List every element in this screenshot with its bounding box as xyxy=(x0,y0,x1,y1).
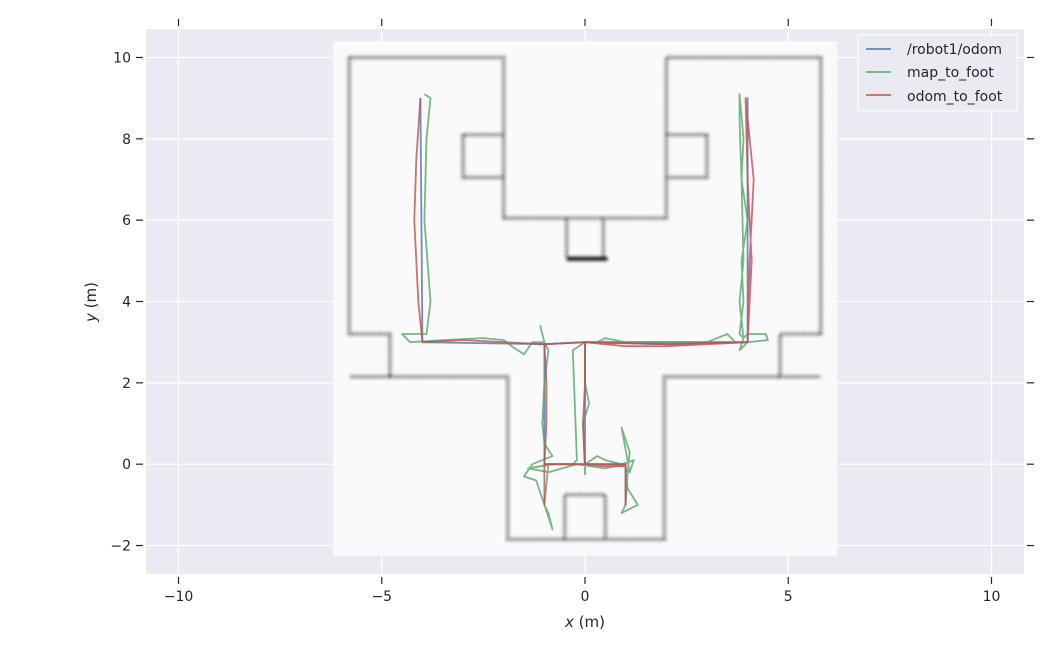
map-wall xyxy=(461,132,504,180)
y-axis-label-var: y xyxy=(82,312,100,323)
y-tick-label: 8 xyxy=(122,132,131,148)
y-axis-label-unit: (m) xyxy=(82,282,100,313)
series-line-map-to-foot xyxy=(401,93,769,531)
x-tick-label: −10 xyxy=(164,589,194,605)
x-tick-label: 0 xyxy=(581,589,590,605)
x-axis-label-var: x xyxy=(564,613,574,631)
map-wall xyxy=(666,132,709,180)
occupancy-map xyxy=(332,41,838,556)
y-axis-label: y (m) xyxy=(82,282,100,323)
legend-label-robot1-odom: /robot1/odom xyxy=(907,42,1002,58)
legend: /robot1/odom map_to_foot odom_to_foot xyxy=(857,34,1018,112)
tick-labels: −10 −5 0 5 10 −2 0 2 4 6 8 10 xyxy=(110,50,1000,605)
y-tick-label: −2 xyxy=(110,539,131,555)
x-axis-label: x (m) xyxy=(564,613,605,631)
map-wall xyxy=(389,374,781,542)
map-wall xyxy=(349,55,823,379)
y-tick-label: 0 xyxy=(122,457,131,473)
legend-label-map-to-foot: map_to_foot xyxy=(907,65,994,81)
x-tick-label: 5 xyxy=(784,589,793,605)
x-tick-label: −5 xyxy=(371,589,392,605)
map-walls xyxy=(347,55,823,542)
series-line-odom-to-foot xyxy=(413,97,755,506)
x-axis-label-unit: (m) xyxy=(574,613,605,631)
map-background xyxy=(332,41,838,556)
y-tick-label: 2 xyxy=(122,376,131,392)
y-tick-label: 4 xyxy=(122,295,131,311)
map-wall xyxy=(562,492,608,540)
y-tick-label: 6 xyxy=(122,213,131,229)
axis-ticks xyxy=(136,19,1034,584)
y-tick-label: 10 xyxy=(113,50,131,66)
legend-label-odom-to-foot: odom_to_foot xyxy=(907,89,1003,105)
legend-box xyxy=(857,34,1018,112)
x-tick-label: 10 xyxy=(983,589,1001,605)
map-wall xyxy=(347,57,392,379)
series-lines xyxy=(401,93,769,531)
